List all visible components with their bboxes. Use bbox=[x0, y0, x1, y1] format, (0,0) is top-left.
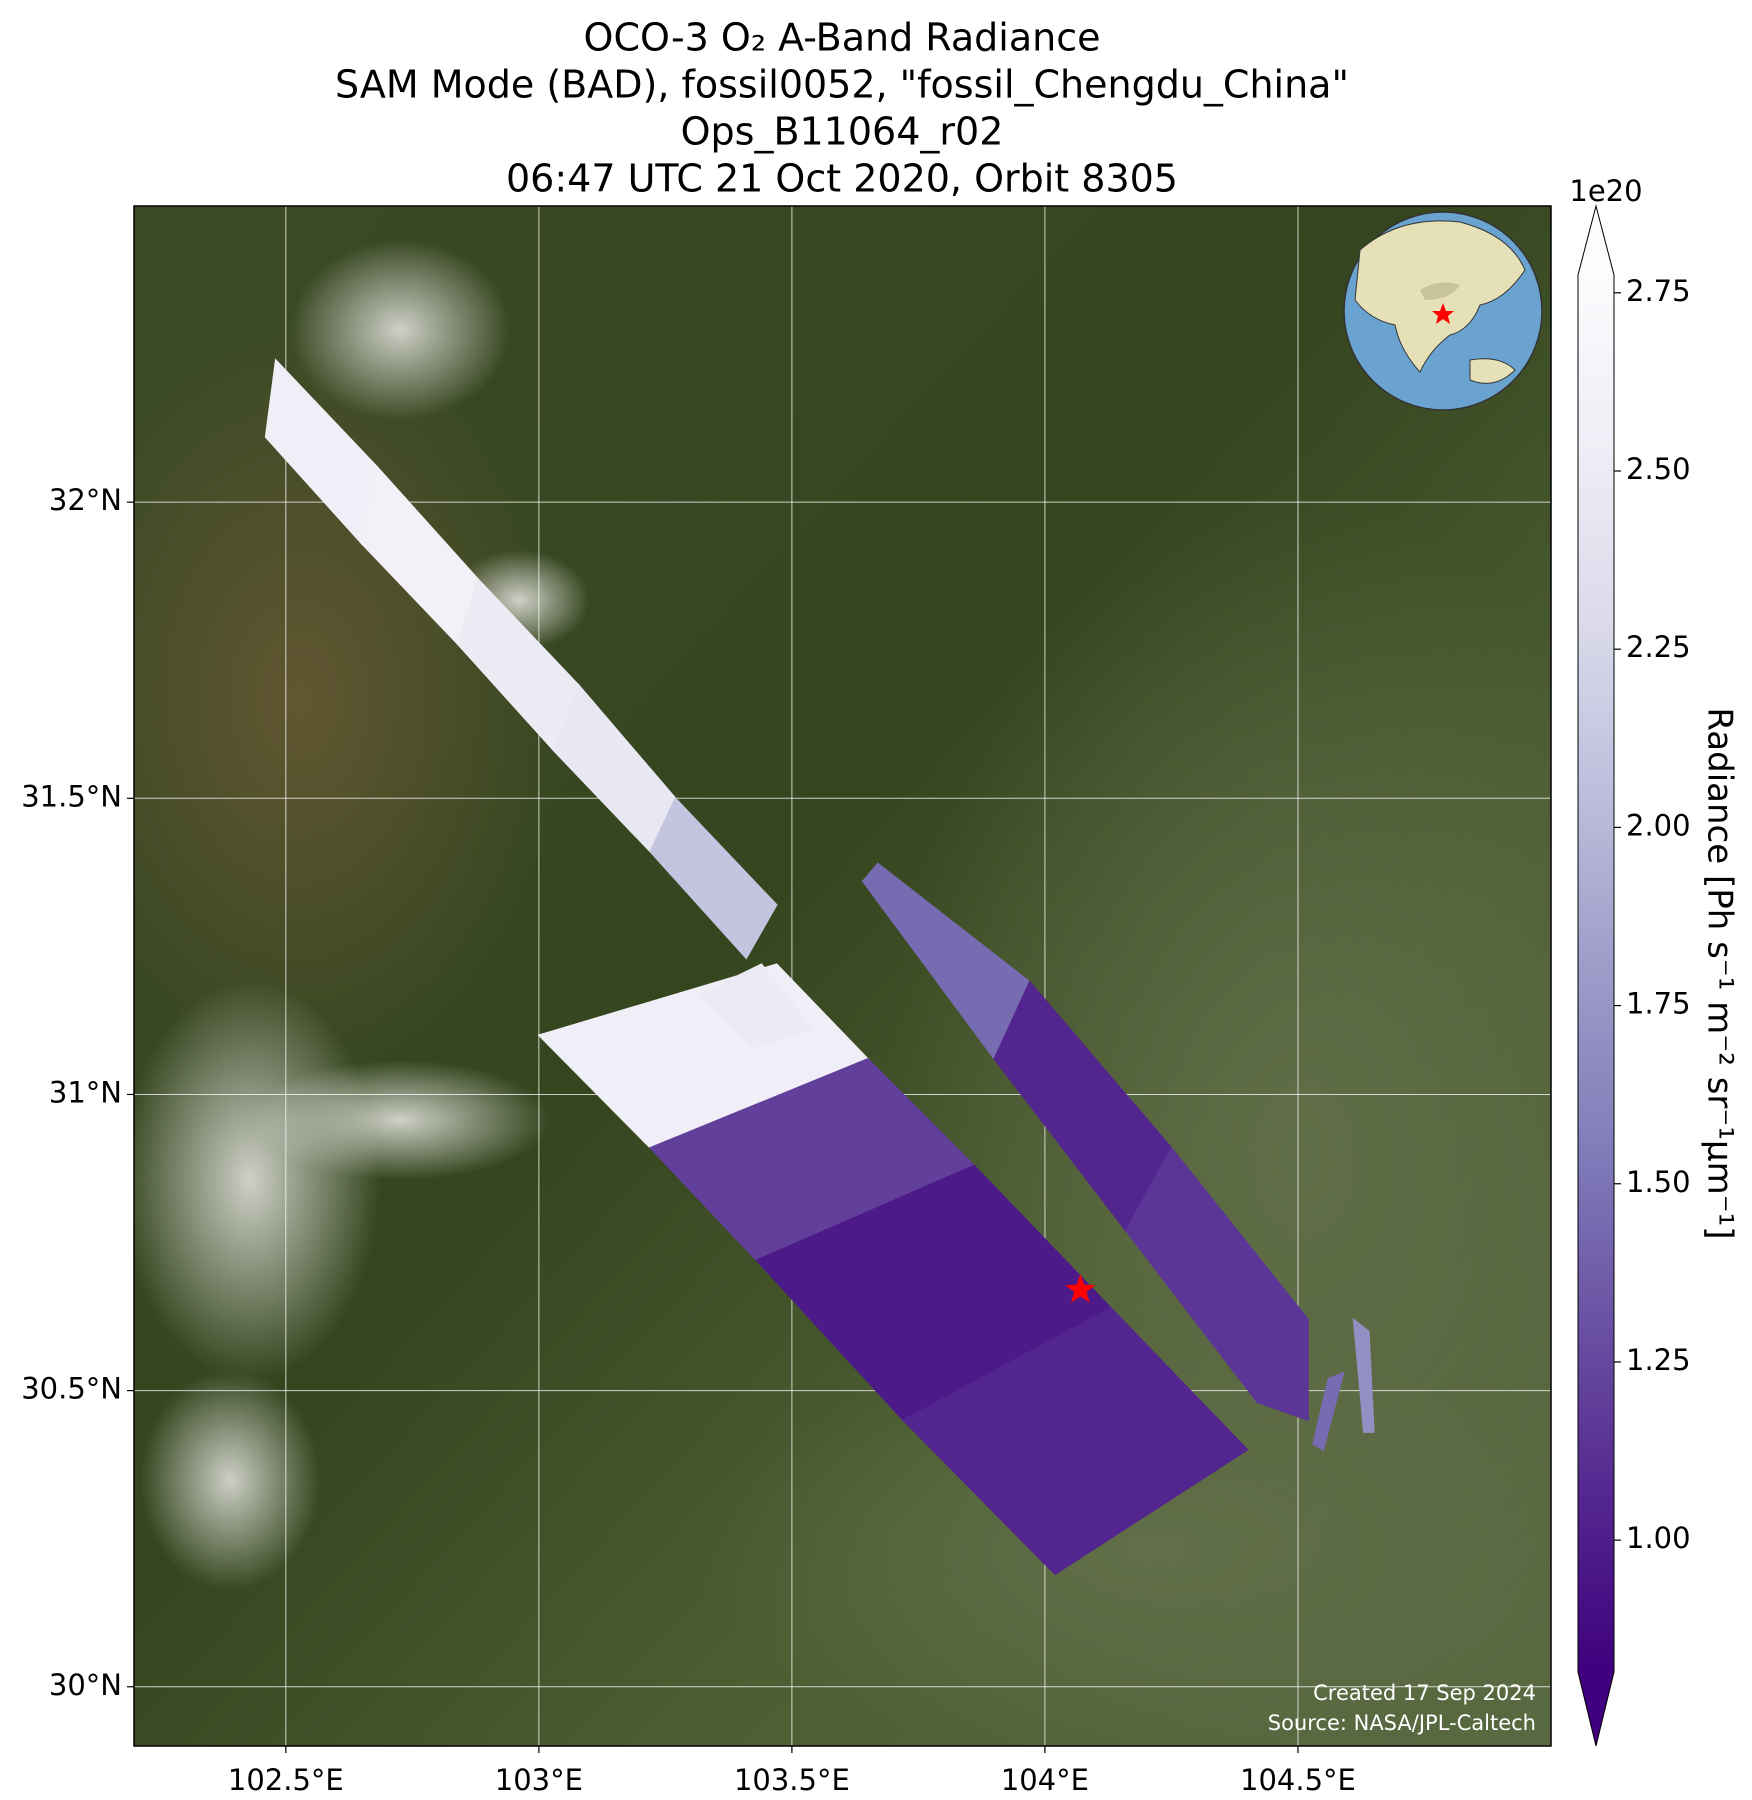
chart-title: SAM Mode (BAD), fossil0052, "fossil_Chen… bbox=[335, 63, 1349, 107]
basemap bbox=[134, 206, 1551, 1746]
colorbar-tick-label: 1.00 bbox=[1626, 1521, 1691, 1555]
footprint bbox=[649, 796, 778, 960]
footer-created: Created 17 Sep 2024 bbox=[1313, 1681, 1536, 1705]
land bbox=[1469, 358, 1516, 384]
x-tick-label: 102.5°E bbox=[228, 1763, 344, 1796]
colorbar-outline bbox=[1577, 204, 1615, 1747]
footprint bbox=[1125, 1146, 1309, 1422]
colorbar-tick-label: 1.25 bbox=[1626, 1343, 1691, 1377]
inset-globe bbox=[1343, 211, 1543, 411]
plain-patch bbox=[700, 1330, 1551, 1746]
land bbox=[1420, 282, 1460, 300]
colorbar-body bbox=[1578, 275, 1614, 1672]
footprint bbox=[699, 963, 814, 1048]
colorbar-tick-label: 2.00 bbox=[1626, 808, 1691, 842]
target-marker bbox=[1065, 1273, 1096, 1303]
chart-title: Ops_B11064_r02 bbox=[681, 110, 1004, 154]
swath bbox=[264, 358, 1375, 1576]
colorbar-label: Radiance [Ph s⁻¹ m⁻² sr⁻¹μm⁻¹] bbox=[1700, 707, 1740, 1239]
colorbar-extend-top bbox=[1578, 206, 1614, 275]
snow-patch bbox=[140, 1370, 320, 1590]
x-tick-label: 103°E bbox=[495, 1763, 583, 1796]
colorbar-tick-label: 1.75 bbox=[1626, 987, 1691, 1021]
overlay bbox=[1065, 1273, 1096, 1303]
y-tick-label: 31°N bbox=[49, 1075, 122, 1109]
terrain-patch bbox=[134, 320, 560, 1080]
snow-patch bbox=[134, 980, 380, 1380]
y-tick-label: 31.5°N bbox=[21, 779, 122, 813]
colorbar-tick-label: 2.50 bbox=[1626, 452, 1691, 486]
footprint bbox=[901, 1306, 1249, 1576]
colorbar-tick-label: 1.50 bbox=[1626, 1165, 1691, 1199]
colorbar-tick-label: 2.25 bbox=[1626, 630, 1691, 664]
chart-title: OCO-3 O₂ A-Band Radiance bbox=[584, 16, 1101, 60]
map-frame bbox=[133, 205, 1552, 1747]
x-tick-label: 104.5°E bbox=[1240, 1763, 1356, 1796]
colorbar: 1.00 1.25 1.50 1.75 2.00 2.25 2.50 2.75 1e20 Radi… bbox=[1569, 174, 1740, 1747]
y-tick-label: 32°N bbox=[49, 483, 122, 517]
footprint bbox=[1352, 1317, 1375, 1433]
globe-marker bbox=[1432, 303, 1454, 324]
y-tick-label: 30°N bbox=[49, 1668, 122, 1702]
chart-title: 06:47 UTC 21 Oct 2020, Orbit 8305 bbox=[506, 157, 1178, 201]
colorbar-tick-label: 2.75 bbox=[1626, 274, 1691, 308]
footer-source: Source: NASA/JPL-Caltech bbox=[1268, 1711, 1536, 1735]
x-tick-label: 104°E bbox=[1001, 1763, 1089, 1796]
y-tick-label: 30.5°N bbox=[21, 1372, 122, 1406]
snow-patch bbox=[250, 1060, 550, 1180]
colorbar-extend-bottom bbox=[1578, 1672, 1614, 1746]
colorbar-exponent: 1e20 bbox=[1569, 174, 1642, 208]
x-tick-label: 103.5°E bbox=[734, 1763, 850, 1796]
snow-patch bbox=[290, 240, 510, 420]
footprint bbox=[1312, 1371, 1345, 1451]
